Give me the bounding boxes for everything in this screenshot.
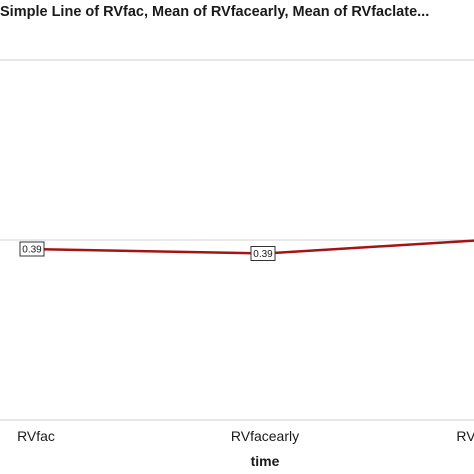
x-tick-label-layer: RVfac RVfacearly RV <box>17 428 474 444</box>
x-tick-label: RVfac <box>17 428 55 444</box>
data-label-box <box>19 241 45 257</box>
x-axis-label: time <box>251 453 280 469</box>
data-label-layer: 0.39 0.39 <box>19 241 276 261</box>
chart-title: Simple Line of RVfac, Mean of RVfacearly… <box>0 4 430 20</box>
gridlines <box>0 59 474 421</box>
x-tick-label: RVfacearly <box>231 428 299 444</box>
data-label-box <box>250 246 276 261</box>
data-label: 0.39 <box>253 249 273 260</box>
data-label: 0.39 <box>22 245 42 256</box>
x-tick-label: RV <box>456 428 474 444</box>
